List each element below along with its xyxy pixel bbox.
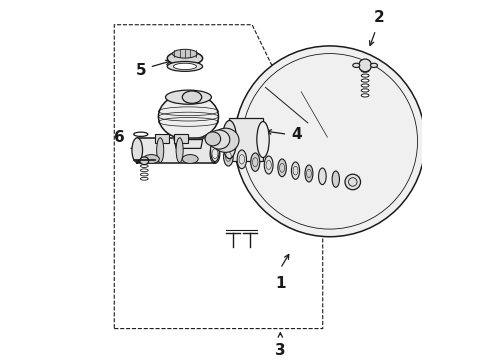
Ellipse shape bbox=[173, 63, 196, 69]
Ellipse shape bbox=[237, 150, 246, 169]
Ellipse shape bbox=[223, 147, 233, 166]
Ellipse shape bbox=[167, 51, 202, 66]
Bar bbox=[155, 134, 169, 143]
Ellipse shape bbox=[264, 156, 273, 174]
Polygon shape bbox=[174, 140, 202, 148]
Ellipse shape bbox=[353, 63, 360, 67]
Ellipse shape bbox=[167, 62, 202, 71]
Ellipse shape bbox=[278, 159, 286, 177]
Circle shape bbox=[345, 174, 361, 190]
Ellipse shape bbox=[318, 168, 326, 185]
Ellipse shape bbox=[144, 154, 159, 163]
Text: 3: 3 bbox=[275, 343, 286, 358]
Ellipse shape bbox=[361, 79, 369, 82]
Ellipse shape bbox=[209, 130, 230, 149]
Ellipse shape bbox=[292, 162, 299, 179]
Ellipse shape bbox=[370, 63, 377, 67]
Ellipse shape bbox=[172, 49, 197, 58]
Text: 1: 1 bbox=[275, 276, 286, 291]
Ellipse shape bbox=[251, 153, 260, 171]
Ellipse shape bbox=[257, 122, 269, 158]
Ellipse shape bbox=[182, 154, 198, 163]
Ellipse shape bbox=[212, 128, 239, 152]
Ellipse shape bbox=[332, 171, 340, 187]
Ellipse shape bbox=[182, 91, 202, 103]
Ellipse shape bbox=[361, 74, 369, 77]
Text: 2: 2 bbox=[374, 10, 385, 25]
Ellipse shape bbox=[132, 138, 143, 162]
Ellipse shape bbox=[361, 89, 369, 92]
Polygon shape bbox=[137, 138, 215, 162]
Text: 5: 5 bbox=[135, 63, 146, 78]
Ellipse shape bbox=[158, 94, 219, 140]
Ellipse shape bbox=[166, 90, 211, 104]
Text: 6: 6 bbox=[114, 130, 125, 145]
Ellipse shape bbox=[140, 157, 149, 165]
Text: 4: 4 bbox=[291, 127, 301, 142]
Ellipse shape bbox=[176, 138, 183, 162]
Bar bbox=[229, 118, 263, 161]
Ellipse shape bbox=[361, 84, 369, 87]
Ellipse shape bbox=[157, 138, 164, 162]
Ellipse shape bbox=[305, 165, 313, 182]
Ellipse shape bbox=[210, 144, 220, 163]
Ellipse shape bbox=[222, 121, 237, 159]
Ellipse shape bbox=[361, 69, 369, 72]
Bar bbox=[174, 134, 189, 143]
Ellipse shape bbox=[211, 139, 220, 162]
Ellipse shape bbox=[205, 132, 221, 146]
Ellipse shape bbox=[361, 94, 369, 97]
Circle shape bbox=[234, 46, 425, 237]
Circle shape bbox=[359, 59, 371, 72]
